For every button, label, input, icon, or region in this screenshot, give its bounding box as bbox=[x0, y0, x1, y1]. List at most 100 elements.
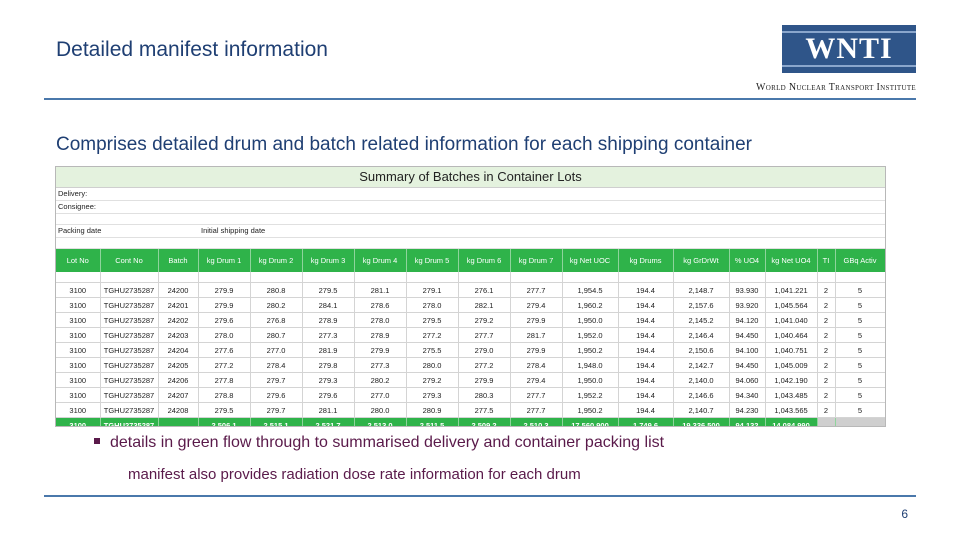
column-header: Lot No bbox=[56, 249, 101, 272]
table-cell: 275.5 bbox=[406, 342, 459, 358]
table-cell: 279.5 bbox=[198, 402, 251, 418]
table-cell: 276.8 bbox=[250, 312, 303, 328]
table-cell: 194.4 bbox=[618, 327, 674, 343]
packing-date-label: Packing date bbox=[58, 226, 102, 235]
table-cell: 278.0 bbox=[406, 297, 459, 313]
table-cell: 277.7 bbox=[458, 327, 511, 343]
table-cell: 5 bbox=[835, 327, 885, 343]
table-cell: 2,150.6 bbox=[673, 342, 730, 358]
table-cell: 194.4 bbox=[618, 297, 674, 313]
footer-rule bbox=[44, 495, 916, 497]
table-cell: 24206 bbox=[158, 372, 199, 388]
bullet-text: details in green flow through to summari… bbox=[110, 434, 665, 451]
table-cell: 280.8 bbox=[250, 282, 303, 298]
column-header: kg Drums bbox=[618, 249, 674, 272]
table-cell: 279.6 bbox=[198, 312, 251, 328]
table-cell: 279.6 bbox=[250, 387, 303, 403]
table-cell: 2,148.7 bbox=[673, 282, 730, 298]
totals-cell: 14,084.990 bbox=[765, 417, 818, 426]
table-cell: 278.9 bbox=[354, 327, 407, 343]
column-header: GBq Activ bbox=[835, 249, 885, 272]
table-cell: 3100 bbox=[56, 342, 101, 358]
totals-cell: 2,510.3 bbox=[510, 417, 563, 426]
table-cell: 1,948.0 bbox=[562, 357, 619, 373]
totals-cell: TGHU2735287 bbox=[100, 417, 159, 426]
table-cell: 5 bbox=[835, 372, 885, 388]
table-cell: 3100 bbox=[56, 312, 101, 328]
page-number: 6 bbox=[901, 507, 908, 521]
totals-cell: 3100 bbox=[56, 417, 101, 426]
table-cell: 2 bbox=[817, 402, 836, 418]
batch-table: Lot No Cont No Batch kg Drum 1 kg Drum 2 kg D… bbox=[56, 249, 885, 426]
table-cell: 277.7 bbox=[510, 282, 563, 298]
table-cell: 279.9 bbox=[354, 342, 407, 358]
table-cell: 279.8 bbox=[302, 357, 355, 373]
table-cell: 2 bbox=[817, 297, 836, 313]
totals-cell: 2,509.2 bbox=[458, 417, 511, 426]
table-cell: 5 bbox=[835, 297, 885, 313]
table-cell: 277.2 bbox=[458, 357, 511, 373]
table-cell: 277.7 bbox=[510, 402, 563, 418]
totals-cell: 2,515.1 bbox=[250, 417, 303, 426]
table-row: 3100 TGHU2735287 24207 278.8 279.6 279.6 277.0… bbox=[56, 387, 885, 403]
table-cell: 194.4 bbox=[618, 402, 674, 418]
totals-cell: 2,506.1 bbox=[198, 417, 251, 426]
table-cell: TGHU2735287 bbox=[100, 297, 159, 313]
table-cell: 279.9 bbox=[510, 342, 563, 358]
table-cell: 278.6 bbox=[354, 297, 407, 313]
delivery-label: Delivery: bbox=[58, 189, 88, 198]
column-header: kg Drum 6 bbox=[458, 249, 511, 272]
table-row: 3100 TGHU2735287 24203 278.0 280.7 277.3 278.9… bbox=[56, 327, 885, 343]
slide-subtitle: Comprises detailed drum and batch relate… bbox=[56, 134, 753, 155]
table-cell: 279.2 bbox=[406, 372, 459, 388]
shipping-date-label: Initial shipping date bbox=[201, 226, 266, 235]
table-cell: 2 bbox=[817, 312, 836, 328]
table-cell: 279.0 bbox=[458, 342, 511, 358]
table-cell: 277.5 bbox=[458, 402, 511, 418]
table-cell: 2,146.4 bbox=[673, 327, 730, 343]
table-cell: 279.9 bbox=[198, 297, 251, 313]
info-row-dates: Packing date Initial shipping date bbox=[56, 225, 885, 238]
spacer-row bbox=[56, 272, 885, 283]
table-cell: 279.1 bbox=[406, 282, 459, 298]
table-cell: 94.100 bbox=[729, 342, 766, 358]
table-cell: TGHU2735287 bbox=[100, 312, 159, 328]
totals-cell: 2,521.7 bbox=[302, 417, 355, 426]
bullet-square-icon bbox=[94, 437, 100, 444]
table-cell: 277.3 bbox=[354, 357, 407, 373]
table-cell: 94.120 bbox=[729, 312, 766, 328]
table-cell: 194.4 bbox=[618, 312, 674, 328]
table-cell: 281.1 bbox=[302, 402, 355, 418]
table-cell: 3100 bbox=[56, 297, 101, 313]
table-cell: 3100 bbox=[56, 282, 101, 298]
table-cell: TGHU2735287 bbox=[100, 387, 159, 403]
table-cell: 277.6 bbox=[198, 342, 251, 358]
table-cell: 280.2 bbox=[354, 372, 407, 388]
table-cell: 5 bbox=[835, 387, 885, 403]
table-cell: 24208 bbox=[158, 402, 199, 418]
table-cell: 5 bbox=[835, 357, 885, 373]
table-cell: TGHU2735287 bbox=[100, 282, 159, 298]
column-header: kg Drum 2 bbox=[250, 249, 303, 272]
table-cell: 278.0 bbox=[354, 312, 407, 328]
totals-cell: 19,336.500 bbox=[673, 417, 730, 426]
table-cell: 1,950.2 bbox=[562, 342, 619, 358]
totals-cell: 17,560.900 bbox=[562, 417, 619, 426]
column-header: Cont No bbox=[100, 249, 159, 272]
table-row: 3100 TGHU2735287 24206 277.8 279.7 279.3 280.2… bbox=[56, 372, 885, 388]
table-cell: 278.8 bbox=[198, 387, 251, 403]
consignee-label: Consignee: bbox=[58, 202, 96, 211]
table-cell: 284.1 bbox=[302, 297, 355, 313]
column-header: kg Net UO4 bbox=[765, 249, 818, 272]
table-cell: 2,142.7 bbox=[673, 357, 730, 373]
table-row: 3100 TGHU2735287 24201 279.9 280.2 284.1 278.6… bbox=[56, 297, 885, 313]
column-header: TI bbox=[817, 249, 836, 272]
column-header: kg Drum 5 bbox=[406, 249, 459, 272]
table-cell: 279.5 bbox=[302, 282, 355, 298]
table-cell: 3100 bbox=[56, 372, 101, 388]
table-cell: 24202 bbox=[158, 312, 199, 328]
table-cell: 1,045.009 bbox=[765, 357, 818, 373]
table-cell: 94.340 bbox=[729, 387, 766, 403]
totals-cell bbox=[835, 417, 885, 426]
table-cell: 2 bbox=[817, 372, 836, 388]
